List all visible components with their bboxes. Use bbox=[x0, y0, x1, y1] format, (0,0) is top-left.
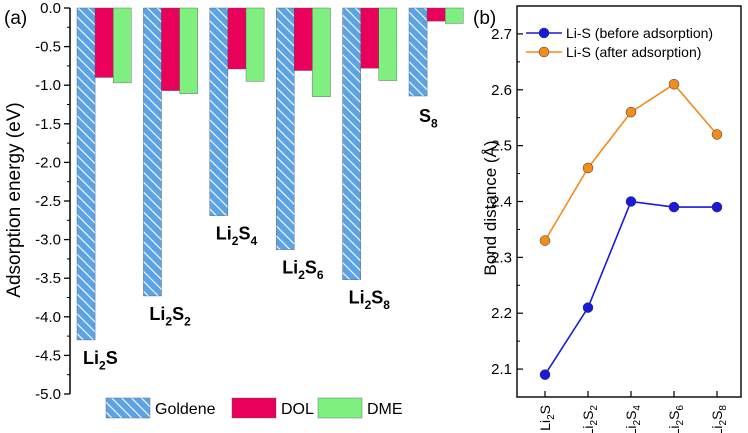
panel-b-x-tick-label-group: Li2S6 bbox=[666, 405, 686, 433]
panel-b-y-tick-label: 2.7 bbox=[491, 26, 512, 43]
legend-swatch-dol bbox=[231, 397, 277, 419]
point-after-1 bbox=[539, 235, 551, 246]
panel-a-y-tick-label: -0.5 bbox=[35, 39, 61, 56]
legend-swatch-dme bbox=[317, 397, 363, 419]
bar-dme-6 bbox=[445, 7, 464, 24]
bar-dme-4 bbox=[312, 7, 331, 97]
point-before-5 bbox=[711, 201, 723, 213]
panel-b-y-tick-label: 2.5 bbox=[491, 138, 512, 155]
bar-dol-5 bbox=[360, 7, 380, 69]
panel-b-x-tick-label: Li2S bbox=[537, 405, 557, 431]
panel-b-x-tick-label-group: Li2S bbox=[537, 405, 557, 431]
panel-a-category-label: Li2S6 bbox=[282, 258, 324, 282]
panel-b-line-chart: Bond distance (Å) 2.12.22.32.42.52.62.7 … bbox=[481, 5, 742, 433]
panel-a-category-label: Li2S8 bbox=[349, 288, 391, 312]
bar-dme-1 bbox=[112, 7, 132, 84]
panel-a-bar-chart: Adsorption energy (eV) Li2S Li2S2 Li2S4 Li2… bbox=[4, 0, 464, 419]
panel-label-a: (a) bbox=[4, 8, 27, 29]
bar-dol-3 bbox=[227, 7, 247, 70]
legend-marker-after bbox=[538, 46, 550, 58]
point-before-3 bbox=[625, 196, 637, 207]
panel-a-category-label: Li2S4 bbox=[216, 224, 258, 248]
panel-a-y-tick-label: -4.0 bbox=[35, 309, 61, 326]
panel-b-x-tick-label: Li2S4 bbox=[623, 405, 643, 433]
bar-goldene-6 bbox=[408, 7, 428, 97]
panel-b-x-tick-label: Li2S6 bbox=[666, 405, 686, 433]
panel-b-x-tick-label-group: Li2S2 bbox=[580, 405, 600, 433]
panel-b-y-tick-label: 2.4 bbox=[491, 194, 512, 211]
legend-label-goldene: Goldene bbox=[155, 401, 216, 418]
panel-a-y-tick-label: -3.5 bbox=[35, 270, 61, 287]
point-after-4 bbox=[668, 78, 680, 90]
legend-label-before: Li-S (before adsorption) bbox=[566, 25, 713, 41]
bar-goldene-5 bbox=[342, 7, 361, 280]
bar-dol-1 bbox=[94, 7, 114, 78]
bar-dol-4 bbox=[294, 7, 313, 71]
legend-marker-before bbox=[538, 27, 550, 39]
panel-b-y-tick-label: 2.1 bbox=[491, 361, 512, 378]
panel-a-y-tick-label: -4.5 bbox=[35, 347, 61, 364]
panel-a-y-tick-label: -2.0 bbox=[35, 154, 61, 171]
panel-b-x-tick-label-group: Li2S4 bbox=[623, 405, 643, 433]
legend-swatch-goldene bbox=[105, 397, 151, 419]
legend-label-dol: DOL bbox=[281, 401, 314, 418]
panel-b-y-tick-label: 2.2 bbox=[491, 305, 512, 322]
bar-dme-3 bbox=[245, 7, 265, 82]
panel-a-y-tick-label: -2.5 bbox=[35, 193, 61, 210]
panel-b-x-tick-label: Li2S2 bbox=[580, 405, 600, 433]
panel-a-category-label: Li2S bbox=[83, 348, 118, 372]
panel-a-y-tick-label: 0.0 bbox=[40, 0, 61, 17]
panel-a-y-tick-label: -1.5 bbox=[35, 116, 61, 133]
legend-label-dme: DME bbox=[367, 401, 403, 418]
point-after-3 bbox=[625, 106, 637, 118]
bar-goldene-3 bbox=[209, 7, 229, 216]
bar-dol-2 bbox=[161, 7, 180, 91]
panel-label-b: (b) bbox=[473, 8, 496, 29]
bar-goldene-1 bbox=[76, 7, 96, 341]
point-after-2 bbox=[582, 162, 594, 174]
bar-goldene-2 bbox=[143, 7, 162, 297]
point-before-4 bbox=[668, 201, 680, 213]
panel-b-legend: Li-S (before adsorption) Li-S (after adso… bbox=[526, 25, 713, 60]
panel-b-x-tick-label-group: Li2S8 bbox=[709, 405, 729, 433]
legend-label-after: Li-S (after adsorption) bbox=[566, 44, 701, 60]
panel-a-y-tick-label: -5.0 bbox=[35, 386, 61, 403]
panel-a-legend: Goldene DOL DME bbox=[105, 397, 403, 419]
panel-a-y-axis-label: Adsorption energy (eV) bbox=[4, 102, 25, 297]
bar-dol-6 bbox=[426, 7, 446, 22]
point-after-5 bbox=[711, 129, 723, 140]
panel-b-y-tick-label: 2.3 bbox=[491, 249, 512, 266]
panel-a-y-tick-label: -1.0 bbox=[35, 77, 61, 94]
panel-a-y-tick-label: -3.0 bbox=[35, 232, 61, 249]
series-line-before bbox=[544, 200, 717, 376]
panel-b-x-tick-label: Li2S8 bbox=[709, 405, 729, 433]
point-before-2 bbox=[582, 302, 594, 313]
panel-a-category-label: Li2S2 bbox=[149, 304, 191, 328]
bar-dme-2 bbox=[179, 7, 198, 94]
panel-b-y-axis-label: Bond distance (Å) bbox=[481, 140, 500, 275]
point-before-1 bbox=[539, 369, 551, 380]
bar-goldene-4 bbox=[276, 7, 295, 250]
panel-b-y-tick-label: 2.6 bbox=[491, 82, 512, 99]
bar-dme-5 bbox=[378, 7, 398, 81]
panel-a-category-label: S8 bbox=[419, 106, 438, 130]
